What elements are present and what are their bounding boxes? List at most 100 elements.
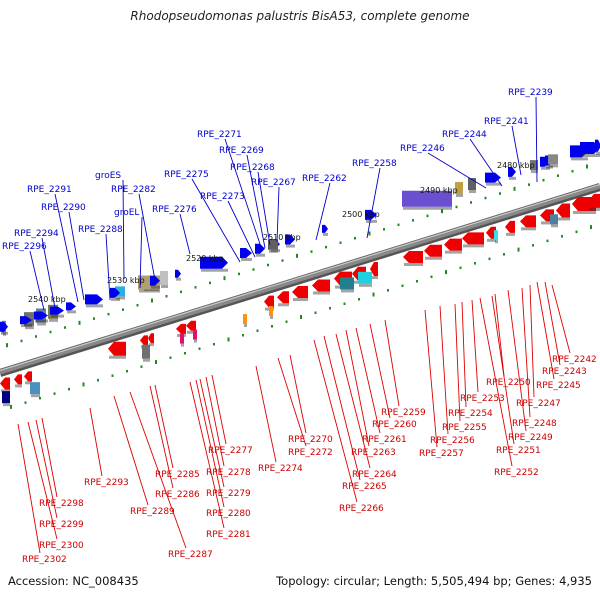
gene-block	[24, 371, 32, 382]
gene-label-bottom: RPE_2281	[206, 530, 251, 540]
gene-shadow	[21, 324, 32, 328]
gene-block	[548, 154, 558, 165]
gene-label-top: RPE_2262	[302, 174, 347, 184]
tick-mark	[155, 359, 157, 364]
gene-block	[66, 302, 76, 311]
bottom-leader-line	[277, 357, 307, 447]
tick-mark	[97, 378, 99, 382]
gene-shadow	[49, 318, 58, 322]
gene-shadow	[571, 157, 588, 161]
gene-shadow	[463, 244, 484, 248]
tick-mark	[441, 209, 443, 214]
gene-label-bottom: RPE_2252	[494, 468, 539, 478]
gene-shadow	[3, 332, 6, 336]
tick-mark	[267, 263, 269, 267]
gene-label-bottom: RPE_2251	[496, 446, 541, 456]
bottom-leader-line	[313, 339, 358, 503]
gene-label-bottom: RPE_2243	[542, 367, 587, 377]
gene-shadow	[456, 194, 463, 198]
gene-shadow	[1, 331, 8, 335]
tick-mark	[140, 365, 143, 368]
tick-mark	[387, 289, 389, 292]
gene-shadow	[549, 164, 558, 168]
tick-mark	[53, 392, 56, 395]
gene-shadow	[139, 289, 160, 293]
gene-shadow	[151, 285, 160, 289]
bottom-leader-line	[255, 365, 277, 463]
gene-label-bottom: RPE_2272	[288, 448, 333, 458]
gene-label-bottom: RPE_2255	[442, 423, 487, 433]
gene-shadow	[487, 238, 496, 242]
gene-block	[403, 250, 423, 263]
tick-mark	[111, 374, 114, 377]
tick-mark	[397, 223, 400, 227]
gene-shadow	[404, 262, 423, 266]
bottom-leader-line	[529, 284, 535, 398]
tick-mark	[310, 250, 313, 253]
gene-block	[50, 306, 64, 315]
bottom-leader-line	[17, 423, 41, 554]
tick-mark	[242, 333, 244, 337]
gene-label-bottom: RPE_2248	[512, 419, 557, 429]
gene-block	[34, 311, 48, 320]
gene-shadow	[506, 232, 515, 236]
gene-shadow	[269, 249, 278, 253]
gene-label-bottom: RPE_2300	[39, 541, 84, 551]
gene-block	[110, 287, 120, 298]
gene-block	[424, 244, 442, 257]
gene-shadow	[111, 297, 120, 301]
top-leader-line	[257, 171, 271, 246]
gene-shadow	[116, 296, 125, 300]
bottom-leader-line	[454, 303, 461, 422]
tick-mark	[339, 241, 342, 244]
gene-label-bottom: RPE_2298	[39, 499, 84, 509]
bottom-leader-line	[335, 333, 371, 469]
top-leader-line	[246, 154, 266, 249]
tick-mark	[590, 225, 592, 230]
gene-block	[485, 172, 501, 183]
gene-label-top: RPE_2271	[197, 130, 242, 140]
backbone-line	[0, 183, 600, 375]
tick-mark	[372, 292, 375, 297]
tick-mark	[314, 311, 317, 315]
gene-block	[176, 323, 186, 334]
gene-shadow	[35, 319, 48, 323]
gene-block	[486, 226, 496, 239]
top-leader-line	[29, 250, 45, 311]
tick-mark	[474, 262, 476, 265]
tick-mark	[64, 326, 66, 329]
gene-shadow	[181, 343, 184, 347]
bottom-leader-line	[113, 395, 149, 506]
top-leader-line	[469, 138, 503, 187]
gene-shadow	[109, 355, 126, 359]
tick-mark	[136, 303, 139, 307]
bottom-leader-line	[199, 378, 225, 488]
gene-label-bottom: RPE_2254	[448, 409, 493, 419]
top-leader-line	[54, 193, 79, 303]
gene-shadow	[293, 298, 308, 301]
bottom-leader-line	[491, 295, 515, 445]
tick-mark	[354, 236, 356, 240]
tick-mark	[517, 247, 520, 252]
tick-mark	[35, 335, 37, 338]
tick-label: 2500 kbp	[342, 210, 380, 219]
gene-shadow	[149, 343, 154, 347]
gene-label-bottom: RPE_2274	[258, 464, 303, 474]
tick-mark	[426, 214, 429, 218]
gene-label-bottom: RPE_2285	[155, 470, 200, 480]
gene-block	[255, 243, 265, 254]
gene-shadow	[270, 315, 273, 319]
gene-label-bottom: RPE_2249	[508, 433, 553, 443]
gene-block	[277, 291, 289, 304]
gene-block	[180, 333, 184, 344]
gene-block	[30, 382, 40, 395]
gene-block	[530, 160, 538, 171]
gene-shadow	[313, 291, 330, 295]
bottom-leader-line	[369, 323, 391, 419]
gene-label-top: groEL	[114, 208, 139, 218]
tick-mark	[68, 387, 70, 391]
gene-shadow	[278, 303, 289, 307]
tick-mark	[571, 169, 574, 173]
gene-block	[14, 374, 22, 385]
gene-shadow	[521, 227, 536, 231]
